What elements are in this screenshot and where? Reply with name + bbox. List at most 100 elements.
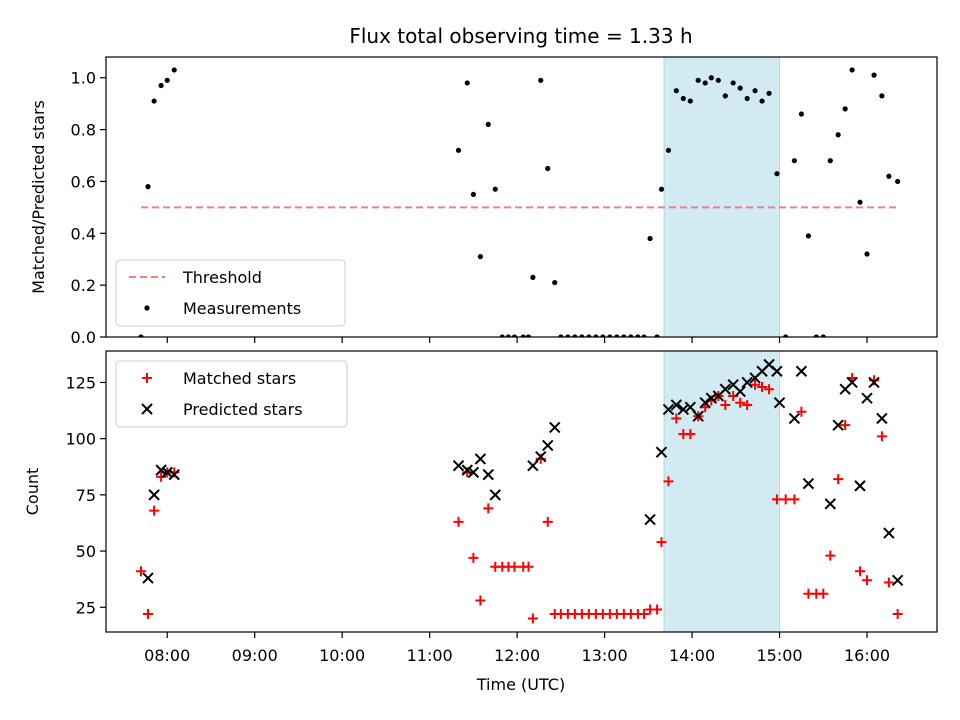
measurements-point [687,98,693,104]
measurements-point [805,233,812,239]
measurements-point [485,121,491,128]
x-tick-label: 14:00 [669,646,715,665]
legend-label: Threshold [182,268,262,287]
measurements-point [464,80,470,86]
measurements-point [673,88,679,94]
measurements-point [151,98,157,104]
predicted-stars-point [670,399,683,411]
measurements-point [871,72,877,78]
measurements-point [607,334,613,337]
matched-stars-point [883,577,894,588]
matched-stars-point [453,516,464,527]
matched-stars-point [833,474,844,485]
measurements-point [477,254,483,260]
matched-stars-point [656,537,667,548]
measurements-point [511,334,518,337]
measurements-point [835,132,841,138]
measurements-point [552,279,558,286]
matched-stars-point [523,561,534,572]
measurements-point [593,334,599,337]
predicted-stars-point [883,527,895,539]
predicted-stars-point [861,392,873,404]
matched-stars-point [876,431,887,442]
predicted-stars-point [705,392,718,404]
y-tick-label: 0.6 [71,172,96,191]
series-group [135,358,904,624]
legend-marker [144,305,150,311]
measurements-point [647,235,653,242]
measurements-point [145,184,151,190]
legend-box [115,360,348,428]
measurements-point [586,334,592,337]
measurements-point [680,95,686,102]
plot-frame [105,56,938,338]
predicted-stars-point [535,450,547,463]
predicted-stars-point [662,403,675,416]
y-axis-label: Count [23,468,42,516]
y-tick-label: 0.0 [71,328,96,347]
measurements-point [665,147,672,153]
predicted-stars-point [489,489,501,501]
measurements-point [722,93,728,99]
predicted-stars-point [549,421,561,434]
legend-marker [141,403,153,415]
matched-stars-point [771,494,782,505]
x-tick-label: 13:00 [582,646,628,665]
measurements-point [505,334,511,337]
legend-box [115,259,346,327]
measurements-point [695,77,701,83]
count-panel: 25 50 75 100 125 08:00 09:00 10:00 11:00 12:00 13:… [23,350,938,665]
predicted-stars-point [461,464,473,476]
x-axis-label: Time (UTC) [476,675,565,694]
measurements-point [820,334,826,337]
measurements-point [455,147,462,153]
matched-stars-point [475,595,486,606]
y-tick-label: 1.0 [71,69,96,88]
matched-stars-point [652,604,663,615]
matched-stars-point [892,609,903,620]
y-tick-label: 50 [76,542,96,561]
plot-frame [105,350,938,633]
measurements-point [538,77,544,83]
matched-stars-point [796,406,807,417]
matched-stars-point [483,503,494,514]
measurements-point [766,90,772,96]
measurements-point [715,77,721,83]
matched-stars-point [142,609,153,620]
measurements-point [752,88,758,94]
matched-stars-point [735,397,746,408]
chart-title: Flux total observing time = 1.33 h [349,24,692,48]
measurements-point [614,334,620,337]
predicted-stars-point [692,410,704,422]
measurements-point [628,334,634,337]
y-tick-label: 75 [76,486,96,505]
predicted-stars-point [474,453,487,465]
measurements-point [864,251,870,257]
predicted-stars-point [699,396,711,409]
predicted-stars-point [527,459,539,472]
measurements-point [783,334,789,337]
predicted-stars-point [788,412,801,425]
predicted-stars-point [734,385,746,398]
measurements-point [470,191,476,198]
predicted-stars-point [876,412,888,425]
predicted-stars-point [832,419,844,431]
y-tick-label: 0.2 [71,276,96,295]
y-tick-label: 0.4 [71,224,96,243]
matched-stars-point [527,613,538,624]
matched-stars-point [509,561,520,572]
measurements-point [654,334,660,337]
measurements-point [565,334,571,337]
y-axis-label: Matched/Predicted stars [29,100,48,294]
matched-stars-point [685,429,696,440]
measurements-point [558,334,564,337]
y-tick-label: 100 [65,430,96,449]
legend-label: Matched stars [183,369,296,388]
matched-stars-point [638,609,649,620]
measurements-point [621,334,627,337]
predicted-stars-point [773,396,786,409]
measurements-point [492,186,498,192]
series-group [138,67,901,337]
x-tick-label: 09:00 [232,646,278,665]
